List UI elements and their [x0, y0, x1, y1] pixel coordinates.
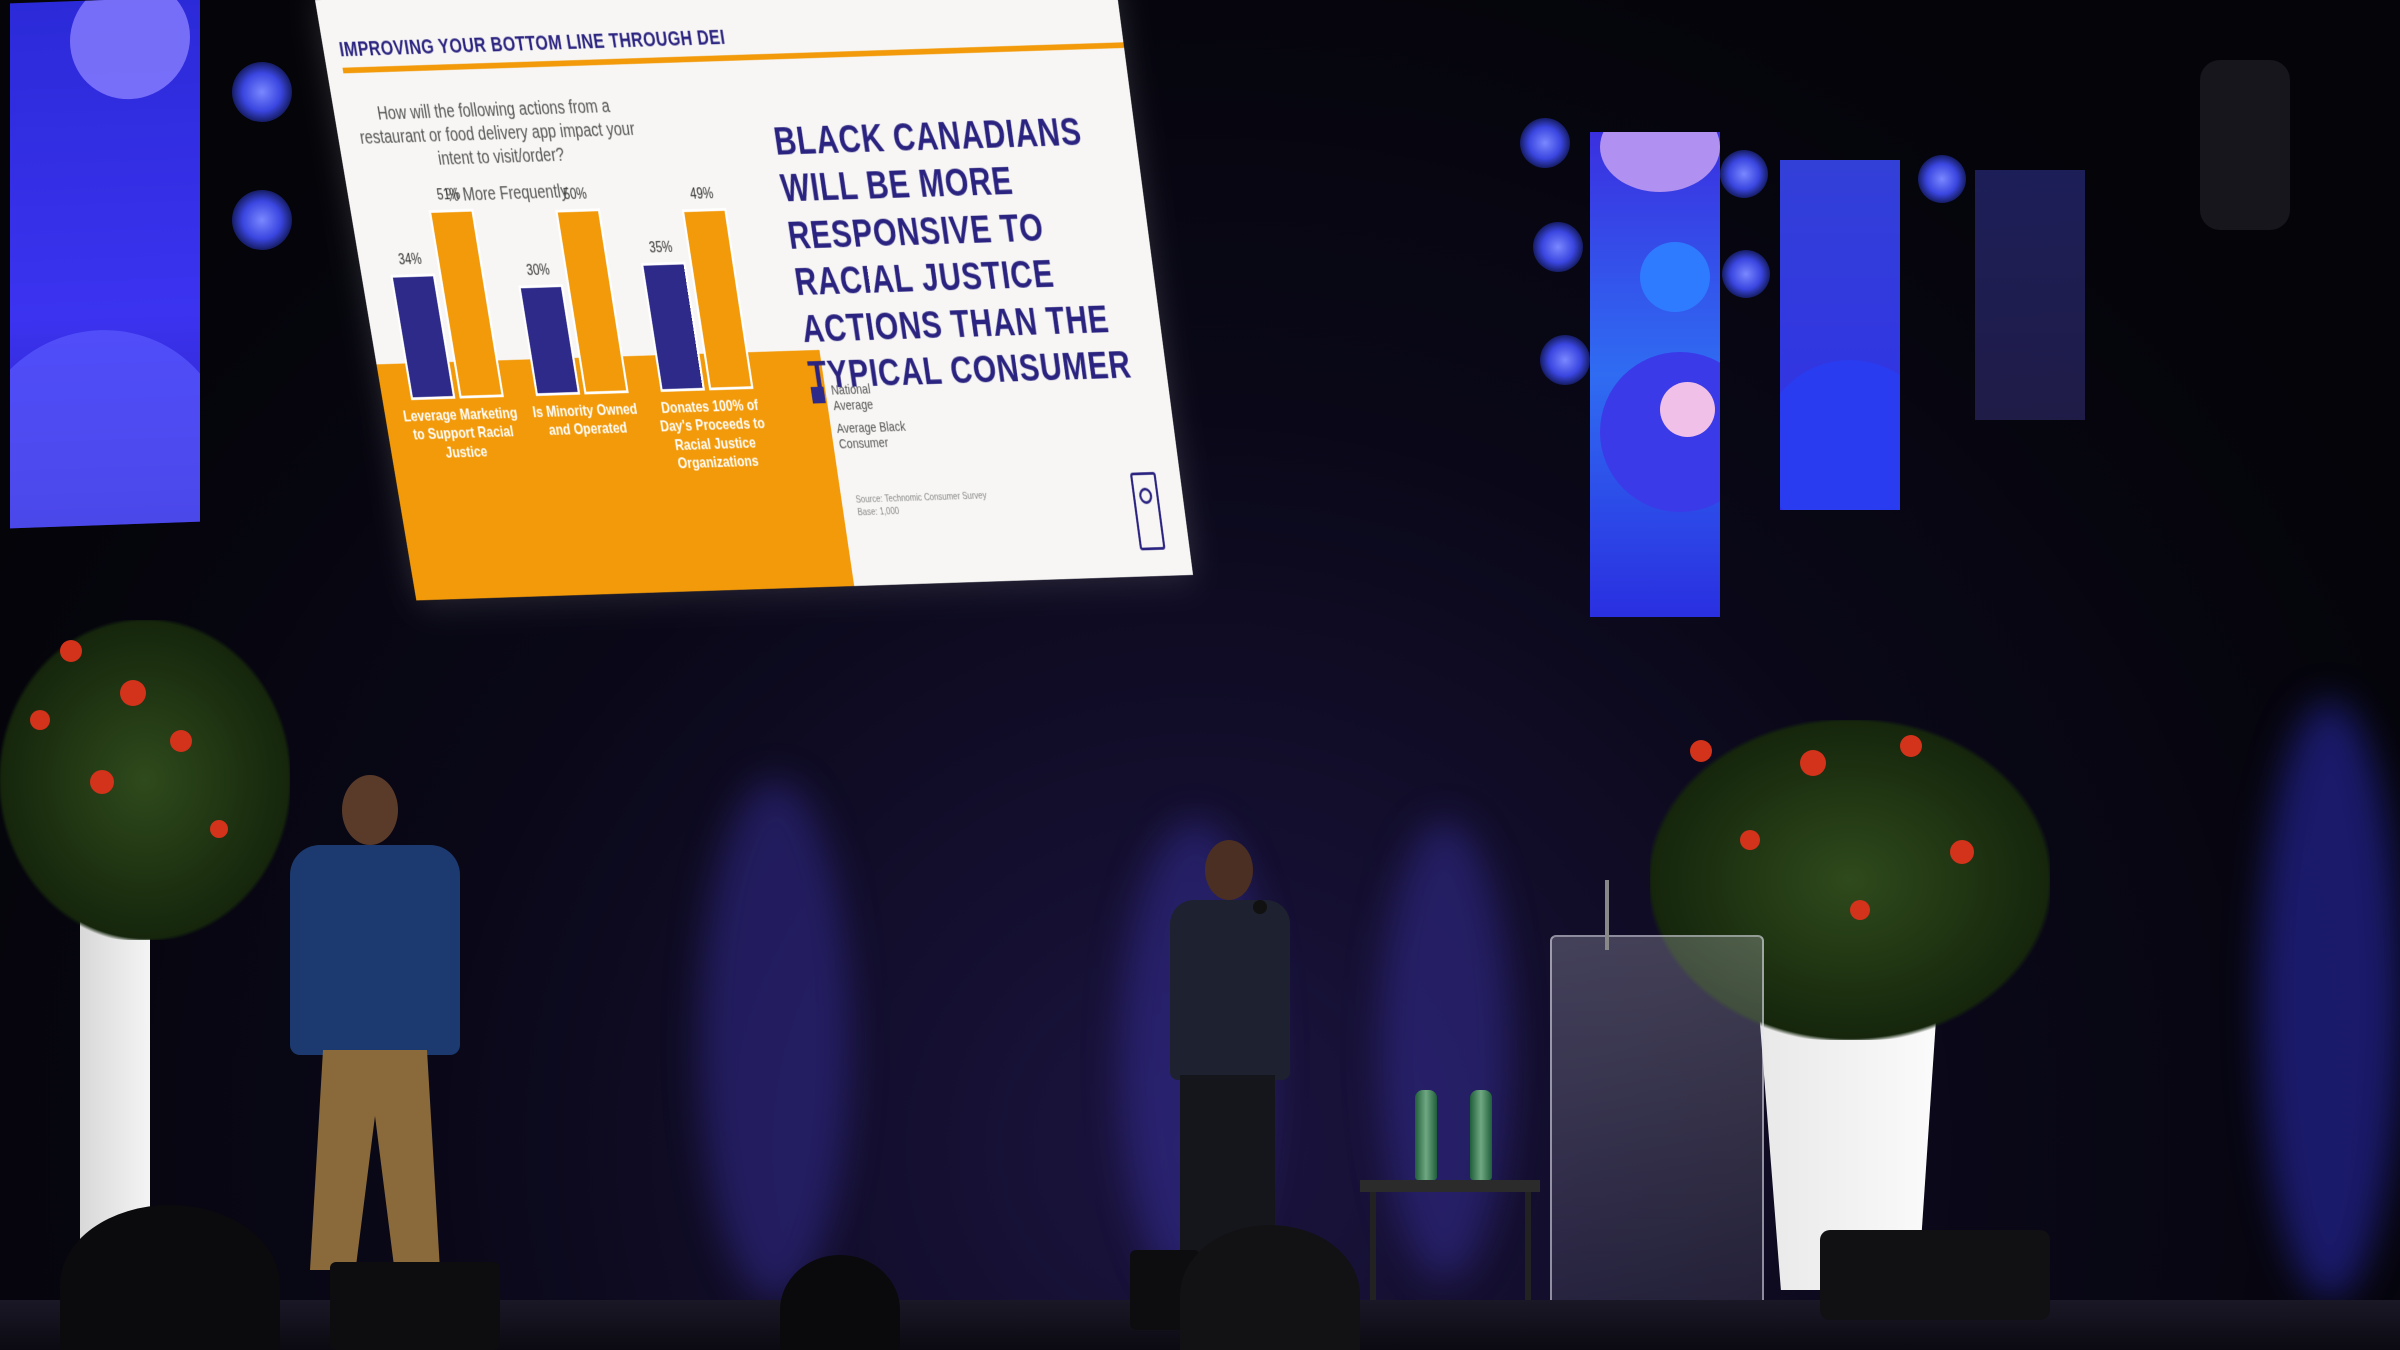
source-note: Source: Technomic Consumer Survey Base: … — [855, 489, 989, 519]
flower — [60, 640, 82, 662]
speaker-woman — [1165, 840, 1295, 1270]
light-beam — [700, 780, 850, 1300]
stage-light — [1540, 335, 1590, 385]
projection-screen: IMPROVING YOUR BOTTOM LINE THROUGH DEI H… — [315, 0, 1193, 600]
floor-monitor — [330, 1262, 500, 1350]
slide-headline: BLACK CANADIANS WILL BE MORE RESPONSIVE … — [771, 107, 1147, 398]
stage-light — [1918, 155, 1966, 203]
flower-arrangement-left — [0, 620, 290, 940]
led-orb — [70, 0, 190, 101]
stage-light — [1533, 222, 1583, 272]
led-panel-far-right — [1975, 170, 2085, 420]
bar-value-label: 50% — [552, 186, 598, 204]
side-table-top — [1360, 1180, 1540, 1192]
led-panel-left — [10, 0, 200, 528]
flower — [170, 730, 192, 752]
bar-value-label: 35% — [638, 239, 684, 257]
legend-label-black-consumer: Average Black Consumer — [836, 419, 940, 452]
led-panel-right — [1780, 160, 1900, 510]
floor-monitor — [1820, 1230, 2050, 1320]
stage-light — [232, 190, 292, 250]
water-bottle — [1470, 1090, 1492, 1180]
water-bottle — [1415, 1090, 1437, 1180]
audience-head — [780, 1255, 900, 1350]
category-label: Donates 100% of Day's Proceeds to Racial… — [651, 396, 776, 474]
category-label: Leverage Marketing to Support Racial Jus… — [402, 404, 525, 464]
stage-light — [232, 62, 292, 122]
led-orb — [10, 326, 200, 529]
flower — [210, 820, 228, 838]
legend-swatch-national — [811, 387, 826, 404]
legend-label-national: National Average — [830, 382, 899, 414]
podium-microphone — [1605, 880, 1609, 950]
light-beam — [1380, 820, 1510, 1280]
led-panel-center-right — [1590, 132, 1720, 617]
flower — [120, 680, 146, 706]
legend-swatch-black-consumer — [816, 425, 831, 442]
led-orb — [1660, 382, 1715, 437]
chart-subtitle: % More Frequently — [361, 179, 653, 210]
stage-light — [1722, 250, 1770, 298]
acrylic-podium — [1550, 935, 1764, 1319]
bar-value-label: 49% — [679, 186, 725, 204]
led-orb — [1600, 132, 1720, 192]
flower — [90, 770, 114, 794]
flower — [1900, 735, 1922, 757]
flower — [1740, 830, 1760, 850]
brand-logo — [1130, 472, 1166, 551]
flower — [30, 710, 50, 730]
handheld-microphone — [1253, 900, 1267, 914]
flower — [1850, 900, 1870, 920]
bar-value-label: 34% — [387, 251, 433, 269]
stage-light — [1720, 150, 1768, 198]
chart-question: How will the following actions from a re… — [347, 94, 647, 174]
stage-light — [1520, 118, 1570, 168]
flower — [1800, 750, 1826, 776]
light-beam — [2260, 700, 2400, 1300]
category-label: Is Minority Owned and Operated — [527, 400, 647, 441]
audience-head — [1180, 1225, 1360, 1350]
led-orb — [1640, 242, 1710, 312]
moving-head-light — [2200, 60, 2290, 230]
speaker-man — [280, 775, 470, 1270]
bar-value-label: 51% — [426, 186, 472, 204]
bar-value-label: 30% — [515, 262, 561, 280]
audience-head — [60, 1205, 280, 1350]
flower — [1950, 840, 1974, 864]
flower — [1690, 740, 1712, 762]
led-orb — [1780, 360, 1900, 510]
